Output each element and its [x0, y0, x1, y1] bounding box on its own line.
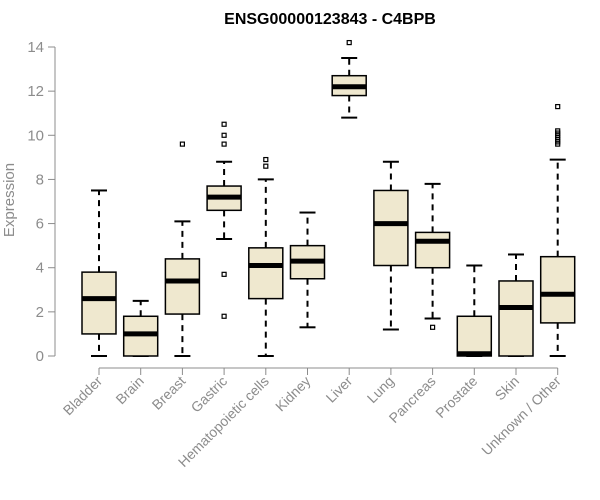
box-rect [373, 189, 409, 267]
x-tick-label: Unknown / Other [478, 373, 564, 459]
outlier-point [221, 141, 227, 147]
outlier-point [430, 324, 436, 330]
box-rect [539, 255, 576, 324]
box-rect [456, 315, 493, 357]
box-hematopoietic-cells [248, 156, 284, 357]
outlier-point [263, 163, 269, 169]
box-unknown-other [539, 103, 576, 357]
y-tick-label: 4 [36, 260, 44, 277]
y-tick-label: 0 [36, 348, 44, 365]
x-tick-label: Breast [149, 373, 189, 413]
box-rect [81, 271, 117, 335]
y-axis: 0 2 4 6 8 10 12 14 [27, 39, 56, 365]
outlier-point [555, 128, 561, 134]
outlier-point [221, 313, 227, 319]
outlier-point [221, 121, 227, 127]
box-rect [248, 247, 284, 300]
box-liver [331, 39, 367, 119]
box-skin [498, 253, 534, 357]
x-tick-label: Kidney [272, 373, 314, 415]
y-tick-label: 10 [27, 127, 44, 144]
box-rect [164, 258, 201, 315]
box-lung [373, 160, 409, 331]
y-tick-label: 6 [36, 216, 44, 233]
box-prostate [456, 264, 493, 357]
outlier-point [221, 271, 227, 277]
boxes [81, 39, 576, 357]
y-tick-label: 14 [27, 39, 44, 56]
box-breast [164, 141, 201, 357]
y-tick-label: 12 [27, 83, 44, 100]
box-kidney [289, 211, 326, 329]
x-tick-label: Liver [323, 373, 356, 406]
outlier-point [263, 156, 269, 163]
x-tick-label: Skin [492, 373, 523, 404]
box-gastric [206, 121, 242, 319]
box-rect [414, 231, 451, 269]
box-pancreas [414, 182, 451, 330]
outlier-point [555, 103, 561, 110]
y-tick-label: 2 [36, 304, 44, 321]
x-tick-label: Lung [364, 373, 397, 406]
outlier-point [179, 141, 185, 147]
outlier-point [221, 132, 227, 138]
chart-title: ENSG00000123843 - C4BPB [224, 11, 436, 28]
y-tick-label: 8 [36, 171, 44, 188]
x-tick-label: Prostate [432, 373, 480, 421]
x-tick-label: Bladder [60, 373, 106, 419]
y-axis-label: Expression [1, 163, 18, 237]
box-rect [498, 280, 534, 357]
x-tick-label: Brain [112, 373, 146, 407]
box-bladder [81, 189, 117, 357]
outlier-point [346, 39, 352, 46]
box-brain [122, 299, 159, 357]
